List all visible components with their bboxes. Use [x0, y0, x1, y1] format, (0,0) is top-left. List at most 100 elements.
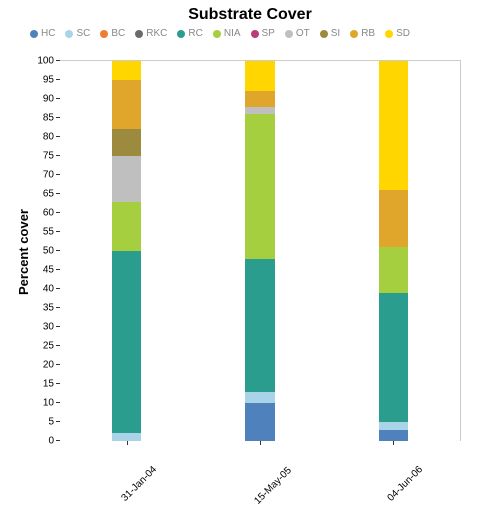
y-tick-label: 65: [43, 189, 54, 200]
substrate-cover-chart: Substrate Cover HC SC BC RKC RC NIA SP OT SI RB SD…: [0, 0, 500, 500]
y-tick: [56, 288, 60, 289]
legend-label: OT: [296, 28, 310, 39]
y-tick: [56, 421, 60, 422]
bar-segment-sd: [245, 61, 274, 91]
y-tick-label: 70: [43, 170, 54, 181]
y-tick: [56, 250, 60, 251]
y-tick: [56, 383, 60, 384]
legend-swatch: [100, 30, 108, 38]
y-tick: [56, 98, 60, 99]
legend-item-sc: SC: [65, 28, 90, 39]
legend-label: BC: [111, 28, 125, 39]
legend-label: HC: [41, 28, 55, 39]
bar-segment-nia: [379, 247, 408, 293]
y-tick-label: 35: [43, 303, 54, 314]
legend-item-nia: NIA: [213, 28, 241, 39]
bar-segment-sd: [379, 61, 408, 190]
legend-item-rb: RB: [350, 28, 375, 39]
y-tick-label: 75: [43, 151, 54, 162]
bar-segment-ot: [245, 107, 274, 115]
legend-swatch: [320, 30, 328, 38]
bar-segment-rb: [112, 80, 141, 129]
legend-item-hc: HC: [30, 28, 55, 39]
bar-segment-nia: [112, 202, 141, 251]
legend-item-si: SI: [320, 28, 340, 39]
legend-item-sd: SD: [385, 28, 410, 39]
y-tick-label: 45: [43, 265, 54, 276]
y-tick-label: 85: [43, 113, 54, 124]
y-tick: [56, 117, 60, 118]
bar-segment-rc: [379, 293, 408, 422]
bar-segment-rc: [112, 251, 141, 433]
legend-swatch: [177, 30, 185, 38]
y-tick: [56, 79, 60, 80]
y-tick-label: 100: [37, 56, 54, 67]
bar: [245, 61, 274, 441]
y-tick: [56, 364, 60, 365]
y-tick-label: 55: [43, 227, 54, 238]
legend-swatch: [350, 30, 358, 38]
legend-swatch: [65, 30, 73, 38]
legend-label: RC: [188, 28, 202, 39]
x-tick: [260, 441, 261, 445]
legend-label: NIA: [224, 28, 241, 39]
y-tick: [56, 345, 60, 346]
legend-swatch: [285, 30, 293, 38]
y-tick-label: 40: [43, 284, 54, 295]
y-tick: [56, 136, 60, 137]
y-tick: [56, 326, 60, 327]
y-tick-label: 15: [43, 379, 54, 390]
y-tick-label: 10: [43, 398, 54, 409]
x-tick: [127, 441, 128, 445]
y-axis-label: Percent cover: [16, 209, 31, 295]
y-tick-label: 25: [43, 341, 54, 352]
y-tick-label: 50: [43, 246, 54, 257]
y-tick: [56, 193, 60, 194]
y-tick-label: 0: [48, 436, 54, 447]
bar-segment-sd: [112, 61, 141, 80]
bar-segment-rb: [379, 190, 408, 247]
y-tick-label: 20: [43, 360, 54, 371]
legend-swatch: [30, 30, 38, 38]
y-tick-label: 80: [43, 132, 54, 143]
bar: [379, 61, 408, 441]
legend: HC SC BC RKC RC NIA SP OT SI RB SD: [30, 28, 460, 39]
legend-label: SP: [262, 28, 275, 39]
bar-segment-rc: [245, 259, 274, 392]
y-tick: [56, 60, 60, 61]
y-tick: [56, 269, 60, 270]
bar: [112, 61, 141, 441]
bar-segment-hc: [379, 430, 408, 441]
y-tick: [56, 174, 60, 175]
legend-label: RKC: [146, 28, 167, 39]
bar-segment-rb: [245, 91, 274, 106]
y-tick-label: 95: [43, 75, 54, 86]
x-tick-label: 31-Jan-04: [119, 464, 159, 504]
chart-title: Substrate Cover: [0, 6, 500, 24]
bar-segment-si: [112, 129, 141, 156]
x-tick-label: 04-Jun-06: [386, 464, 426, 504]
bar-segment-sc: [112, 433, 141, 441]
bar-segment-sc: [379, 422, 408, 430]
legend-label: SI: [331, 28, 340, 39]
legend-swatch: [251, 30, 259, 38]
bar-segment-nia: [245, 114, 274, 258]
legend-item-ot: OT: [285, 28, 310, 39]
legend-item-bc: BC: [100, 28, 125, 39]
legend-swatch: [385, 30, 393, 38]
y-tick-label: 90: [43, 94, 54, 105]
legend-swatch: [135, 30, 143, 38]
legend-label: SC: [76, 28, 90, 39]
y-tick: [56, 402, 60, 403]
y-tick: [56, 155, 60, 156]
y-tick: [56, 212, 60, 213]
bar-segment-ot: [112, 156, 141, 202]
x-tick-label: 15-May-05: [252, 465, 294, 507]
legend-swatch: [213, 30, 221, 38]
legend-item-sp: SP: [251, 28, 275, 39]
plot-area: 0510152025303540455055606570758085909510…: [60, 60, 461, 441]
y-tick: [56, 307, 60, 308]
legend-label: RB: [361, 28, 375, 39]
y-tick: [56, 440, 60, 441]
y-tick-label: 5: [48, 417, 54, 428]
